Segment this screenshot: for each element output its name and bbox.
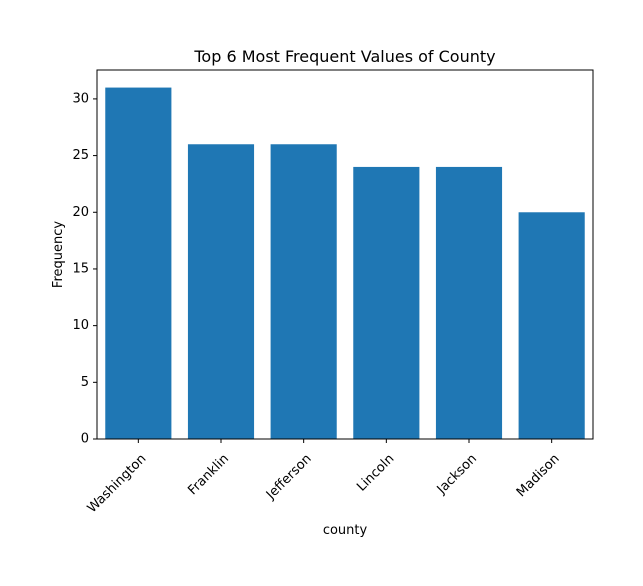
bar-jackson [435,166,503,439]
chart-title: Top 6 Most Frequent Values of County [193,47,495,66]
x-axis: Washington Franklin Jefferson Lincoln Jackso… [85,439,563,516]
bar-madison [518,212,585,439]
y-axis-label: Frequency [51,221,66,288]
bar-washington [105,87,172,440]
y-tick-label: 20 [72,205,89,220]
plot-frame [96,69,594,440]
bar-lincoln [353,166,420,439]
x-tick-label: Washington [85,451,150,516]
bar-franklin [187,144,255,439]
x-tick-label: Lincoln [354,451,397,494]
x-tick-label: Madison [514,451,563,500]
y-tick-label: 15 [72,261,89,276]
x-axis-label: county [323,523,368,538]
y-tick-label: 30 [72,91,89,106]
y-tick-label: 25 [72,148,89,163]
bar-jefferson [270,144,337,439]
y-axis: 0 5 10 15 20 25 30 [72,91,97,447]
y-tick-label: 5 [81,375,89,390]
y-tick-label: 10 [72,318,89,333]
x-tick-label: Franklin [185,451,232,498]
x-tick-label: Jefferson [263,451,315,503]
bars-layer [105,87,585,440]
x-tick-label: Jackson [434,451,480,497]
y-tick-label: 0 [81,432,89,447]
